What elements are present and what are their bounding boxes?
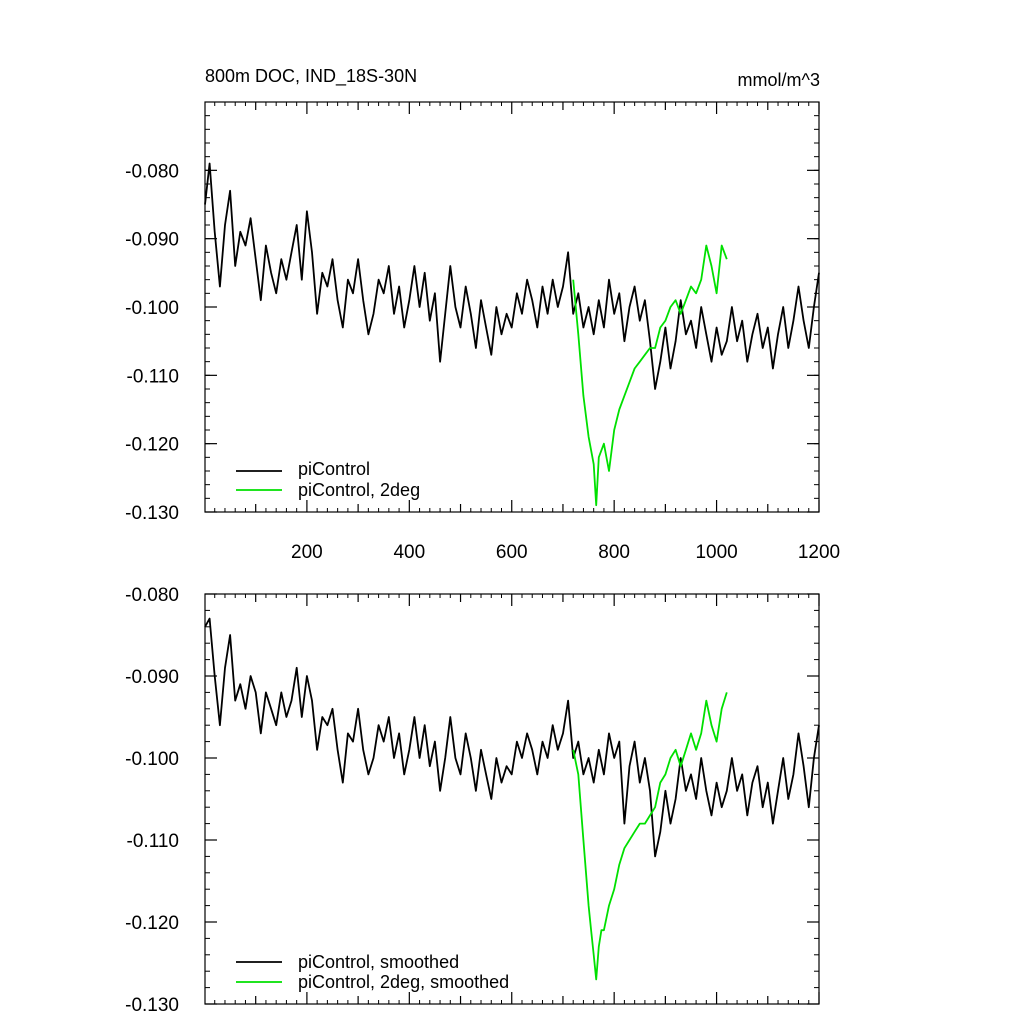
top-y-tick-label-5: -0.080 (125, 161, 179, 182)
top-x-tick-label-3: 800 (598, 542, 630, 563)
bottom-y-tick-label-0: -0.130 (125, 995, 179, 1016)
bottom-y-tick-label-3: -0.100 (125, 749, 179, 770)
bottom-y-tick-label-5: -0.080 (125, 585, 179, 606)
bottom-y-tick-label-1: -0.120 (125, 913, 179, 934)
bottom-y-tick-label-2: -0.110 (127, 831, 179, 852)
bottom-y-tick-label-4: -0.090 (125, 667, 179, 688)
top-y-tick-label-3: -0.100 (125, 298, 179, 319)
top-x-tick-label-0: 200 (291, 542, 323, 563)
top-plot-frame (204, 101, 820, 513)
top-y-tick-label-2: -0.110 (127, 366, 179, 387)
bottom-legend: piControl, smoothed piControl, 2deg, smo… (236, 952, 509, 992)
bottom-plot-frame (204, 593, 820, 1005)
top-legend-label-1: piControl, 2deg (298, 480, 420, 500)
top-x-tick-label-5: 1200 (798, 542, 840, 563)
top-x-tick-label-4: 1000 (695, 542, 737, 563)
top-legend: piControl piControl, 2deg (236, 459, 420, 500)
top-y-tick-label-0: -0.130 (125, 503, 179, 524)
top-chart-units: mmol/m^3 (738, 70, 820, 90)
bottom-legend-label-1: piControl, 2deg, smoothed (298, 972, 509, 992)
top-series-line-1 (572, 244, 728, 507)
top-series-line-0 (204, 162, 820, 390)
top-panel: 800m DOC, IND_18S-30N mmol/m^3 -0.130 -0.… (125, 66, 840, 563)
top-y-tick-label-1: -0.120 (125, 435, 179, 456)
top-x-tick-label-1: 400 (393, 542, 425, 563)
bottom-series-line-0 (204, 617, 820, 858)
bottom-legend-label-0: piControl, smoothed (298, 952, 459, 972)
bottom-series-line-1 (572, 692, 728, 981)
top-x-tick-label-2: 600 (496, 542, 528, 563)
top-y-tick-label-4: -0.090 (125, 230, 179, 251)
top-chart-title: 800m DOC, IND_18S-30N (205, 66, 417, 87)
bottom-panel: -0.130 -0.120 -0.110 -0.100 -0.090 -0.080 piC… (125, 585, 820, 1016)
top-legend-label-0: piControl (298, 459, 370, 479)
